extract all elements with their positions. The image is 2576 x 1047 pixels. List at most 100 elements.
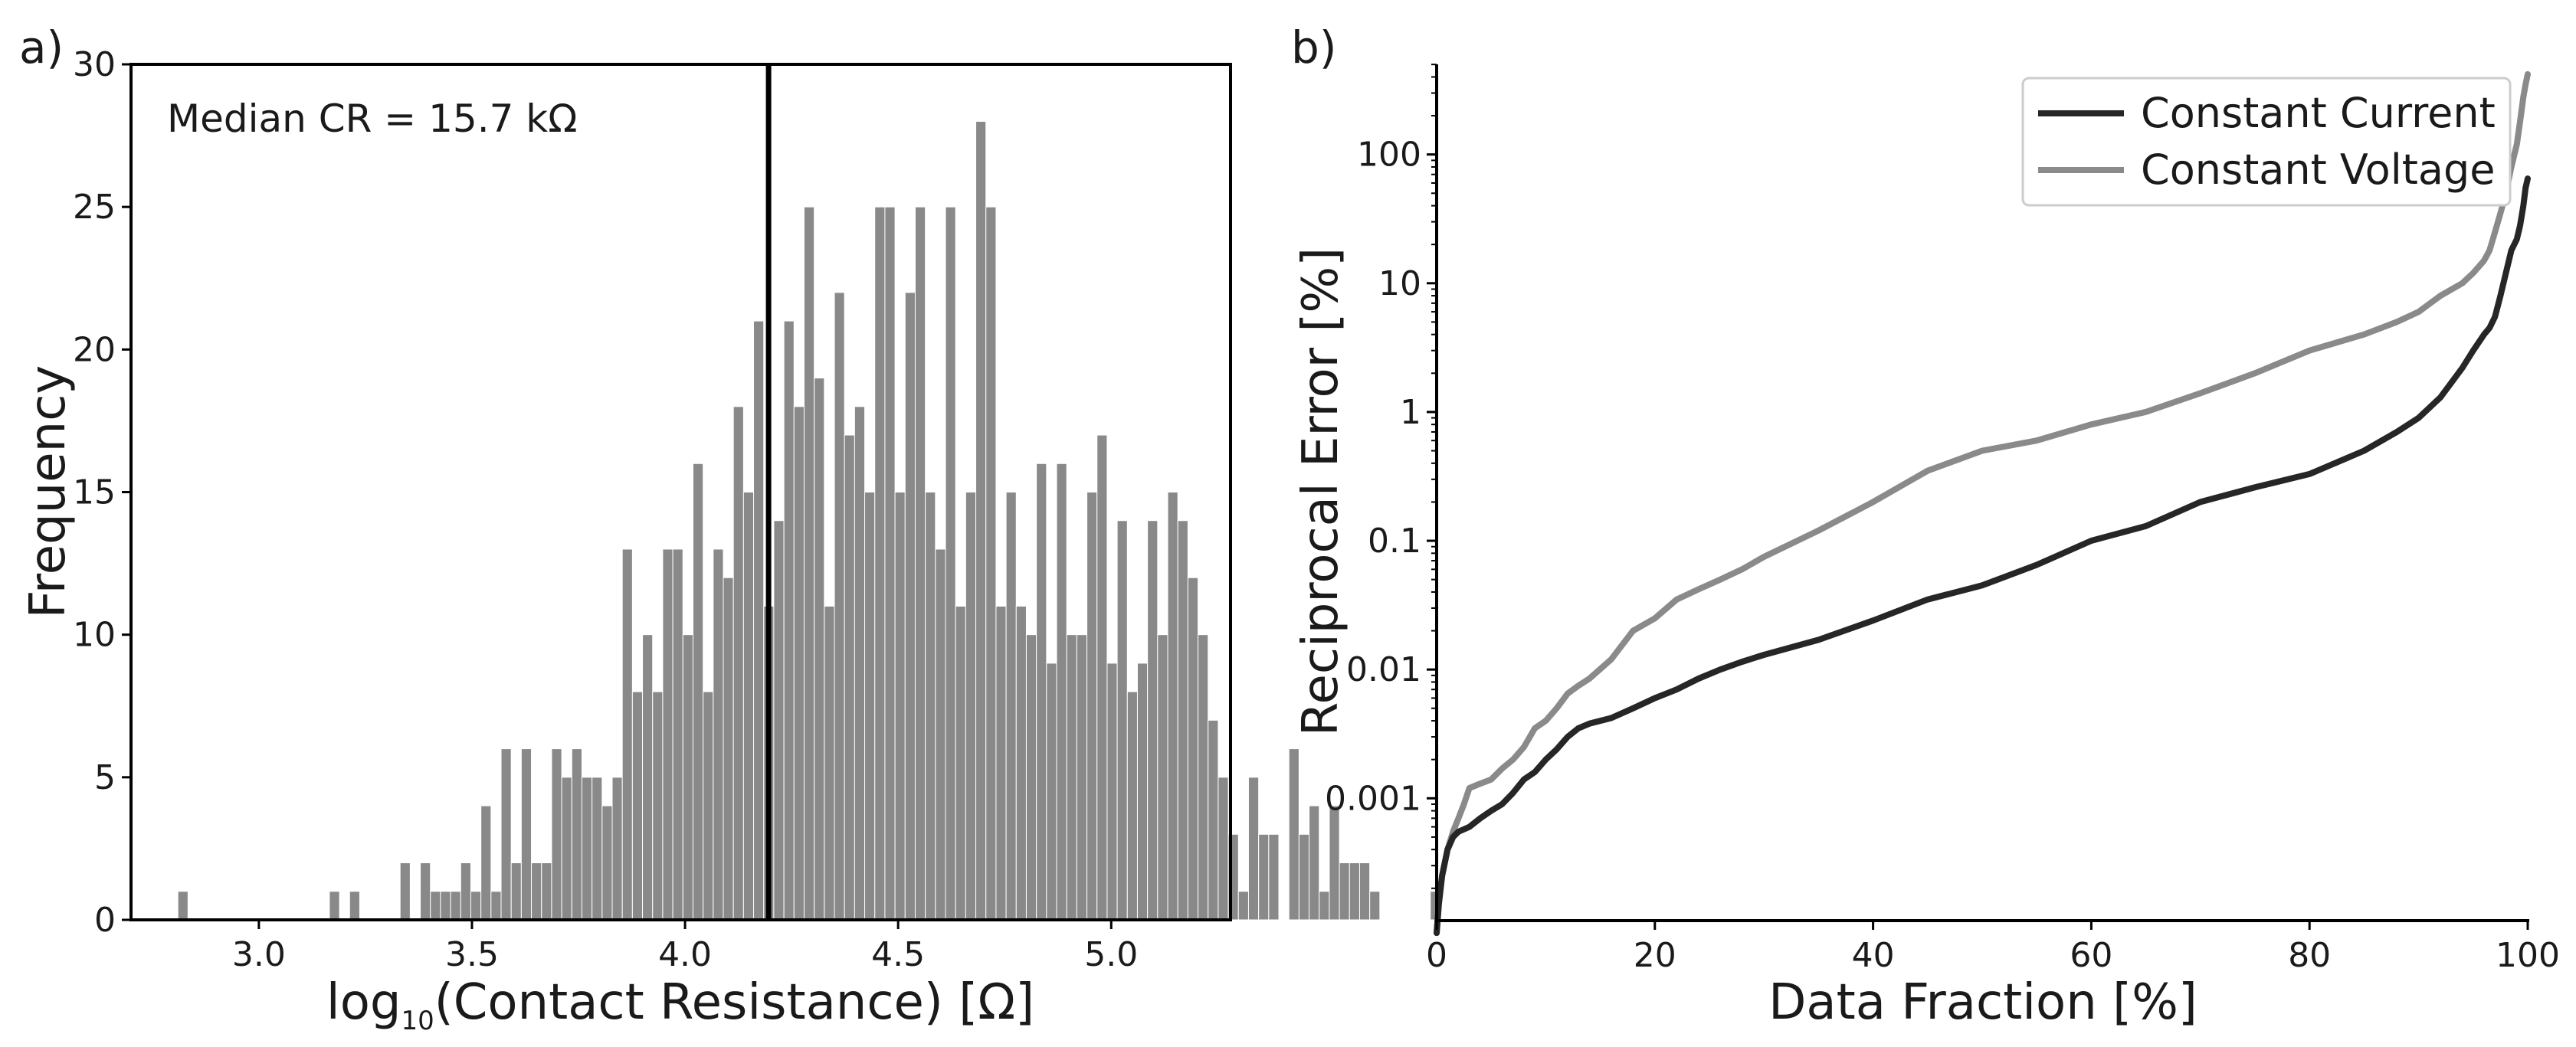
- y-tick-label-a: 0: [94, 901, 116, 940]
- histogram-bar: [520, 748, 533, 921]
- histogram-bar: [682, 634, 693, 921]
- legend-box: [2021, 77, 2512, 207]
- x-axis-label-a: log10(Contact Resistance) [Ω]: [326, 974, 1034, 1036]
- histogram-bar: [581, 777, 593, 921]
- histogram-bar: [1298, 833, 1310, 921]
- legend-label-constant-voltage: Constant Voltage: [2141, 146, 2495, 194]
- histogram-bar: [864, 492, 876, 921]
- histogram-bar: [1066, 634, 1077, 921]
- y-tick-label-b: 0.001: [1325, 779, 1421, 818]
- histogram-bar: [1086, 492, 1098, 921]
- panel-a-label: a): [19, 21, 64, 74]
- histogram-panel: a) 3.0 3.5 4.0 4.5 5.0 0 5 10 15 20 25 30 Median CR…: [19, 21, 1441, 1036]
- axis-ticks-b: 0 20 40 60 80 100 0.001 0.01 0.1 1 10 100: [1325, 64, 2560, 975]
- histogram-bar: [631, 691, 644, 921]
- y-tick-label-a: 10: [73, 616, 116, 655]
- histogram-bar: [592, 777, 603, 921]
- y-axis-label-a: Frequency: [20, 365, 77, 619]
- histogram-bar: [1198, 634, 1209, 921]
- histogram-bars: [177, 120, 1441, 921]
- histogram-bar: [692, 463, 704, 921]
- histogram-bar: [430, 891, 441, 921]
- histogram-bar: [1208, 719, 1219, 921]
- histogram-bar: [399, 862, 411, 921]
- x-tick-label-b: 80: [2288, 936, 2331, 975]
- histogram-bar: [662, 548, 673, 921]
- y-tick-label-b: 100: [1357, 136, 1421, 175]
- y-axis-label-b: Reciprocal Error [%]: [1293, 247, 1349, 736]
- histogram-bar: [723, 577, 734, 921]
- histogram-bar: [510, 862, 522, 921]
- histogram-bar: [935, 548, 946, 921]
- histogram-bar: [1005, 492, 1017, 921]
- histogram-bar: [541, 862, 552, 921]
- histogram-bar: [1167, 492, 1178, 921]
- histogram-bar: [703, 691, 714, 921]
- histogram-bar: [1339, 862, 1350, 921]
- histogram-bar: [440, 891, 451, 921]
- histogram-bar: [1076, 634, 1088, 921]
- y-tick-label-a: 25: [73, 188, 116, 227]
- histogram-bar: [1036, 463, 1047, 921]
- histogram-bar: [783, 320, 795, 921]
- histogram-bar: [1136, 663, 1149, 921]
- histogram-bar: [793, 406, 805, 921]
- x-tick-label-b: 0: [1426, 936, 1447, 975]
- histogram-bar: [1319, 891, 1330, 921]
- axis-ticks-a: 3.0 3.5 4.0 4.5 5.0 0 5 10 15 20 25 30: [73, 45, 1138, 974]
- histogram-bar: [803, 206, 815, 921]
- line-panel: b) 0 20 40 60 80 100 0.001 0.01 0.1 1 10 100 Recipr…: [1291, 21, 2560, 1031]
- median-annotation: Median CR = 15.7 kΩ: [167, 97, 577, 141]
- histogram-bar: [834, 292, 845, 921]
- histogram-bar: [955, 605, 966, 921]
- histogram-bar: [945, 206, 956, 921]
- histogram-bar: [742, 492, 755, 921]
- legend-label-constant-current: Constant Current: [2141, 89, 2496, 137]
- y-tick-label-a: 20: [73, 330, 116, 369]
- x-tick-label-a: 4.0: [658, 935, 712, 974]
- histogram-bar: [874, 206, 886, 921]
- histogram-bar: [773, 520, 785, 921]
- histogram-bar: [814, 378, 825, 921]
- histogram-bar: [1237, 891, 1249, 921]
- histogram-bar: [965, 492, 977, 921]
- histogram-bar: [460, 862, 471, 921]
- y-tick-label-b: 0.01: [1346, 650, 1421, 689]
- histogram-bar: [652, 691, 664, 921]
- legend: Constant Current Constant Voltage: [2021, 77, 2512, 207]
- histogram-bar: [1025, 634, 1037, 921]
- histogram-bar: [1247, 777, 1260, 921]
- x-axis-label-a-rest: (Contact Resistance) [Ω]: [434, 974, 1034, 1031]
- histogram-bar: [995, 605, 1007, 921]
- histogram-bar: [470, 891, 482, 921]
- histogram-bar: [551, 748, 562, 921]
- histogram-bar: [420, 862, 431, 921]
- histogram-bar: [844, 434, 855, 921]
- series-line-constant-current: [1434, 175, 2531, 937]
- histogram-bar: [1309, 805, 1320, 921]
- histogram-bar: [672, 548, 683, 921]
- histogram-bar: [1015, 605, 1027, 921]
- x-tick-label-a: 3.5: [445, 935, 499, 974]
- histogram-bar: [985, 206, 997, 921]
- histogram-bar: [611, 777, 623, 921]
- x-tick-label-a: 4.5: [871, 935, 925, 974]
- histogram-bar: [713, 548, 724, 921]
- panel-b-label: b): [1291, 21, 1336, 74]
- histogram-bar: [1126, 691, 1138, 921]
- series-line-constant-voltage: [1434, 70, 2531, 937]
- histogram-bar: [561, 777, 572, 921]
- histogram-bar: [1056, 463, 1067, 921]
- histogram-bar: [884, 206, 896, 921]
- histogram-bar: [531, 862, 542, 921]
- x-axis-label-b: Data Fraction [%]: [1768, 974, 2197, 1031]
- histogram-bar: [753, 320, 765, 921]
- histogram-bar: [621, 548, 633, 921]
- histogram-bar: [500, 748, 512, 921]
- histogram-bar: [1177, 520, 1188, 921]
- histogram-bar: [732, 406, 744, 921]
- histogram-bar: [480, 805, 492, 921]
- histogram-bar: [642, 634, 654, 921]
- histogram-bar: [177, 891, 188, 921]
